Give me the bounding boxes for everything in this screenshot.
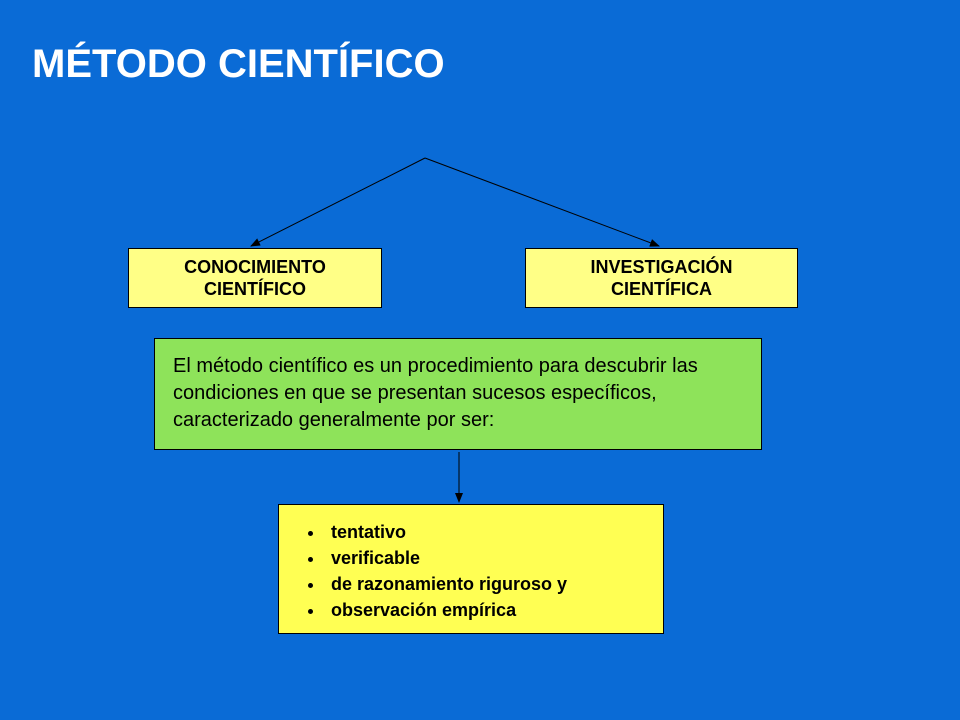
bullets-list: tentativoverificablede razonamiento rigu… — [301, 519, 645, 623]
node-conocimiento: CONOCIMIENTOCIENTÍFICO — [128, 248, 382, 308]
bullet-item: de razonamiento riguroso y — [325, 571, 645, 597]
bullet-item: observación empírica — [325, 597, 645, 623]
edge-arrow — [425, 158, 659, 246]
node-investigacion: INVESTIGACIÓNCIENTÍFICA — [525, 248, 798, 308]
description-text: El método científico es un procedimiento… — [173, 355, 698, 431]
slide-root: MÉTODO CIENTÍFICO CONOCIMIENTOCIENTÍFICO… — [0, 0, 960, 720]
bullets-box: tentativoverificablede razonamiento rigu… — [278, 504, 664, 634]
description-box: El método científico es un procedimiento… — [154, 338, 762, 450]
bullet-item: tentativo — [325, 519, 645, 545]
node-conocimiento-label: CONOCIMIENTOCIENTÍFICO — [129, 249, 381, 307]
slide-title: MÉTODO CIENTÍFICO — [32, 42, 445, 87]
bullet-item: verificable — [325, 545, 645, 571]
edge-arrow — [251, 158, 425, 246]
node-investigacion-label: INVESTIGACIÓNCIENTÍFICA — [526, 249, 797, 307]
